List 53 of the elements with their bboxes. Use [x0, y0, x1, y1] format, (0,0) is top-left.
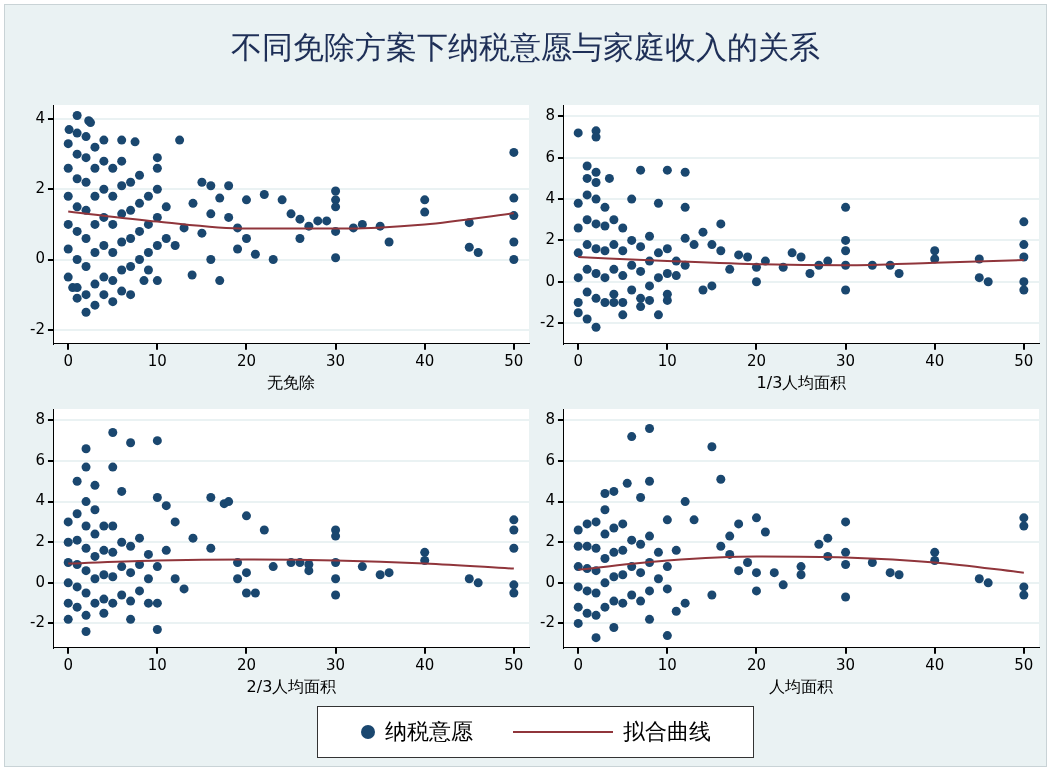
x-tick-label: 0	[573, 351, 583, 370]
x-tick-label: 0	[63, 655, 73, 674]
x-tick-label: 50	[1014, 351, 1034, 370]
x-tick-label: 10	[147, 655, 167, 674]
y-tick-label: 4	[545, 188, 555, 207]
x-tick-label: 30	[836, 351, 856, 370]
x-tick-label: 20	[236, 655, 257, 674]
x-tick-label: 30	[836, 655, 856, 674]
x-tick-label: 40	[925, 351, 945, 370]
x-tick-label: 30	[326, 655, 346, 674]
y-tick-label: -2	[29, 319, 45, 338]
x-tick-label: 50	[504, 655, 524, 674]
x-tick-label: 0	[63, 351, 73, 370]
y-tick-label: 4	[35, 108, 45, 127]
y-tick-label: 2	[545, 532, 555, 551]
x-tick-label: 20	[746, 655, 767, 674]
legend-label: 拟合曲线	[622, 718, 711, 746]
y-tick-label: 8	[35, 410, 45, 429]
y-tick-label: 0	[545, 271, 555, 290]
x-tick-label: 10	[657, 655, 677, 674]
x-axis-title: 无免除	[267, 372, 316, 392]
y-tick-label: 2	[35, 532, 45, 551]
x-tick-label: 50	[504, 351, 524, 370]
y-tick-label: -2	[539, 613, 555, 632]
y-tick-label: -2	[539, 313, 555, 332]
x-tick-label: 40	[415, 655, 435, 674]
x-tick-label: 10	[147, 351, 167, 370]
y-tick-label: -2	[29, 613, 45, 632]
x-tick-label: 20	[746, 351, 767, 370]
x-tick-label: 20	[236, 351, 257, 370]
x-tick-label: 0	[573, 655, 583, 674]
x-tick-label: 50	[1014, 655, 1034, 674]
y-tick-label: 8	[545, 106, 555, 125]
y-tick-label: 6	[35, 450, 45, 469]
chart-title: 不同免除方案下纳税意愿与家庭收入的关系	[230, 28, 821, 67]
y-tick-label: 0	[35, 572, 45, 591]
x-tick-label: 30	[326, 351, 346, 370]
y-tick-label: 2	[35, 179, 45, 198]
y-tick-label: 0	[545, 572, 555, 591]
y-tick-label: 6	[545, 450, 555, 469]
x-axis-title: 1/3人均面积	[756, 372, 847, 392]
x-tick-label: 40	[925, 655, 945, 674]
y-tick-label: 6	[545, 147, 555, 166]
y-tick-label: 0	[35, 249, 45, 268]
x-axis-title: 2/3人均面积	[246, 676, 337, 696]
y-tick-label: 4	[35, 491, 45, 510]
y-tick-label: 2	[545, 230, 555, 249]
y-tick-label: 4	[545, 491, 555, 510]
x-axis-title: 人均面积	[769, 676, 834, 696]
legend-label: 纳税意愿	[384, 718, 473, 746]
x-tick-label: 10	[657, 351, 677, 370]
x-tick-label: 40	[415, 351, 435, 370]
y-tick-label: 8	[545, 410, 555, 429]
